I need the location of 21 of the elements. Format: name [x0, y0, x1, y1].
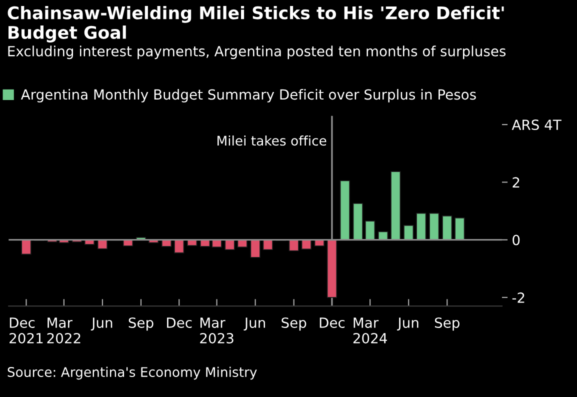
x-tick-label: Mar 2022 [47, 318, 80, 344]
ref-line-label: Milei takes office [218, 135, 326, 146]
x-tick-label: Jun [397, 318, 418, 331]
x-tick-label: Sep [434, 317, 460, 331]
y-tick-label: 2 [512, 177, 520, 188]
x-tick-label: Sep [128, 317, 154, 331]
y-tick-label: -2 [512, 292, 524, 303]
x-tick-label: Sep [282, 317, 306, 331]
chart-subtitle: Excluding interest payments, Argentina posted ten months of surpluses [8, 46, 506, 60]
x-tick-label: Mar 2023 [200, 318, 234, 344]
y-tick-label: ARS 4T [512, 120, 562, 130]
x-tick-label: Mar 2024 [353, 318, 387, 344]
source-note: Source: Argentina's Economy Ministry [8, 366, 257, 380]
legend-label: Argentina Monthly Budget Summary Deficit over Surplus in Pesos [20, 88, 476, 102]
x-tick-label: Jun [90, 318, 112, 331]
y-tick-label: 0 [512, 234, 520, 246]
x-tick-label: Dec 2021 [10, 318, 43, 344]
x-tick-label: Dec [167, 318, 192, 328]
x-tick-label: Jun [244, 318, 265, 331]
chart-title: Chainsaw-Wielding Milei Sticks to His 'Zero Deficit' Budget Goal [8, 6, 504, 42]
x-tick-label: Dec [320, 318, 345, 328]
